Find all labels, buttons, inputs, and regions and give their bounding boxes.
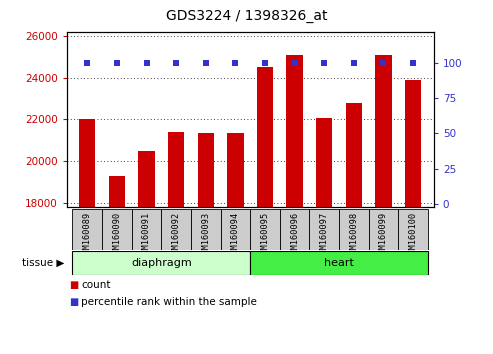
Bar	[405, 80, 421, 354]
Text: GSM160100: GSM160100	[409, 212, 418, 259]
Bar	[72, 209, 102, 250]
Bar	[109, 176, 125, 354]
Bar	[310, 209, 339, 250]
Text: GSM160096: GSM160096	[290, 212, 299, 259]
Point	[172, 60, 180, 66]
Point	[291, 60, 299, 66]
Point	[380, 60, 387, 66]
Point	[231, 60, 239, 66]
Point	[142, 60, 150, 66]
Bar	[346, 103, 362, 354]
Text: heart: heart	[324, 258, 354, 268]
Text: diaphragm: diaphragm	[131, 258, 192, 268]
Text: GSM160094: GSM160094	[231, 212, 240, 259]
Bar	[257, 67, 273, 354]
Text: GSM160090: GSM160090	[112, 212, 121, 259]
Bar	[161, 209, 191, 250]
Bar	[139, 151, 155, 354]
Bar	[220, 209, 250, 250]
Text: GSM160092: GSM160092	[172, 212, 180, 259]
Bar	[375, 55, 391, 354]
Text: tissue ▶: tissue ▶	[22, 258, 64, 268]
Bar	[316, 119, 332, 354]
Bar	[227, 133, 244, 354]
Text: ■: ■	[69, 280, 78, 290]
Text: GSM160097: GSM160097	[320, 212, 329, 259]
Bar	[79, 120, 96, 354]
Text: GSM160099: GSM160099	[379, 212, 388, 259]
Text: GSM160095: GSM160095	[260, 212, 270, 259]
Point	[83, 60, 91, 66]
Text: ■: ■	[69, 297, 78, 307]
Bar	[132, 209, 161, 250]
Bar	[102, 209, 132, 250]
Bar	[198, 133, 214, 354]
Text: GSM160091: GSM160091	[142, 212, 151, 259]
Bar	[250, 209, 280, 250]
Text: GSM160089: GSM160089	[83, 212, 92, 259]
Text: GSM160098: GSM160098	[350, 212, 358, 259]
Point	[261, 60, 269, 66]
Bar	[369, 209, 398, 250]
Point	[350, 60, 358, 66]
Bar	[168, 132, 184, 354]
Text: percentile rank within the sample: percentile rank within the sample	[81, 297, 257, 307]
Bar	[339, 209, 369, 250]
Text: count: count	[81, 280, 111, 290]
Bar	[250, 251, 428, 275]
Point	[202, 60, 210, 66]
Bar	[286, 55, 303, 354]
Bar	[72, 251, 250, 275]
Bar	[191, 209, 220, 250]
Point	[320, 60, 328, 66]
Point	[409, 60, 417, 66]
Bar	[280, 209, 310, 250]
Bar	[398, 209, 428, 250]
Text: GDS3224 / 1398326_at: GDS3224 / 1398326_at	[166, 9, 327, 23]
Text: GSM160093: GSM160093	[201, 212, 211, 259]
Point	[113, 60, 121, 66]
